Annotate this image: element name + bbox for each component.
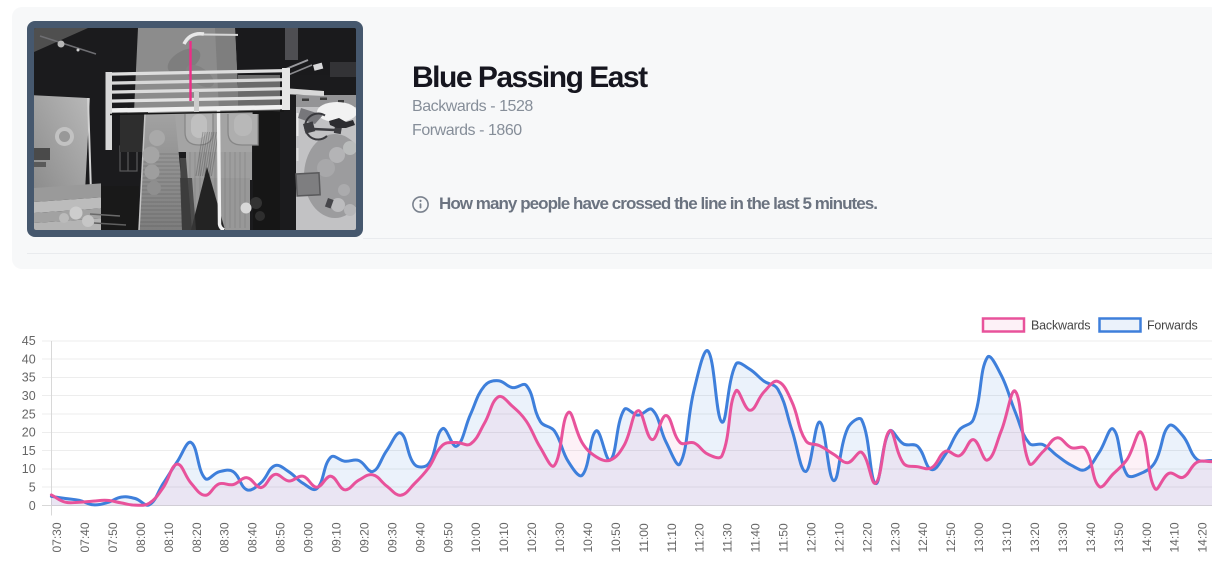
svg-text:45: 45 [22,334,36,348]
svg-text:0: 0 [29,499,36,513]
svg-text:14:00: 14:00 [1140,522,1154,552]
svg-text:08:10: 08:10 [162,522,176,552]
svg-text:11:10: 11:10 [665,523,679,552]
svg-text:09:20: 09:20 [357,522,371,552]
svg-text:Backwards: Backwards [1031,319,1090,333]
svg-text:13:50: 13:50 [1112,522,1126,552]
svg-text:09:50: 09:50 [441,522,455,552]
svg-text:12:40: 12:40 [916,522,930,552]
svg-text:08:50: 08:50 [274,522,288,552]
svg-text:10:50: 10:50 [609,522,623,552]
svg-text:11:40: 11:40 [749,523,763,552]
svg-text:07:50: 07:50 [106,522,120,552]
svg-text:13:20: 13:20 [1028,522,1042,552]
svg-text:10: 10 [22,462,36,476]
svg-text:08:20: 08:20 [190,522,204,552]
svg-text:11:50: 11:50 [777,523,791,552]
svg-text:08:30: 08:30 [218,522,232,552]
svg-text:09:30: 09:30 [385,522,399,552]
svg-text:13:40: 13:40 [1084,522,1098,552]
svg-text:13:30: 13:30 [1056,522,1070,552]
svg-text:15: 15 [22,444,36,458]
svg-text:12:30: 12:30 [888,522,902,552]
svg-text:13:00: 13:00 [972,522,986,552]
svg-text:12:20: 12:20 [860,522,874,552]
svg-text:11:00: 11:00 [637,523,651,552]
svg-text:35: 35 [22,371,36,385]
svg-text:11:20: 11:20 [693,523,707,552]
svg-text:12:50: 12:50 [944,522,958,552]
svg-text:11:30: 11:30 [721,523,735,552]
svg-text:10:40: 10:40 [581,522,595,552]
svg-text:09:40: 09:40 [413,522,427,552]
svg-text:40: 40 [22,352,36,366]
svg-text:07:30: 07:30 [50,522,64,552]
svg-text:14:10: 14:10 [1168,522,1182,552]
svg-text:10:10: 10:10 [497,522,511,552]
svg-text:14:20: 14:20 [1196,522,1210,552]
svg-text:07:40: 07:40 [78,522,92,552]
svg-text:Forwards: Forwards [1147,319,1198,333]
svg-text:20: 20 [22,426,36,440]
svg-text:5: 5 [29,481,36,495]
svg-text:12:10: 12:10 [832,522,846,552]
svg-text:09:10: 09:10 [330,522,344,552]
svg-text:10:00: 10:00 [469,522,483,552]
svg-text:30: 30 [22,389,36,403]
svg-text:10:20: 10:20 [525,522,539,552]
svg-text:08:40: 08:40 [246,522,260,552]
svg-text:25: 25 [22,407,36,421]
svg-text:12:00: 12:00 [805,522,819,552]
svg-text:10:30: 10:30 [553,522,567,552]
svg-text:08:00: 08:00 [134,522,148,552]
svg-text:13:10: 13:10 [1000,522,1014,552]
svg-text:09:00: 09:00 [302,522,316,552]
